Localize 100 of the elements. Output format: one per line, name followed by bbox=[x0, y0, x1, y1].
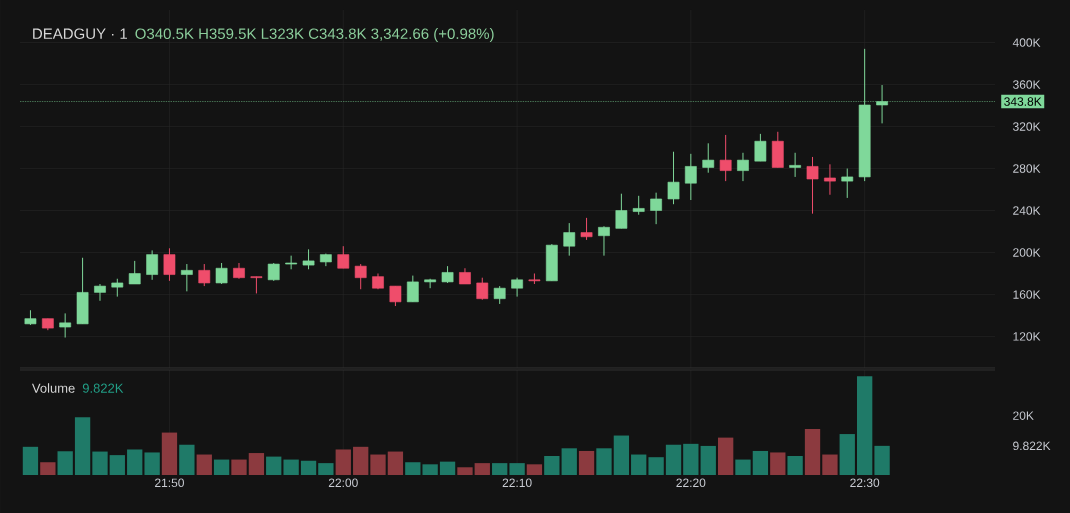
bar bbox=[613, 435, 630, 475]
candlestick bbox=[650, 192, 662, 225]
bar bbox=[300, 460, 317, 475]
bar bbox=[492, 463, 508, 475]
x-tick-label: 22:30 bbox=[850, 478, 880, 488]
candlestick bbox=[406, 275, 419, 303]
candlestick bbox=[146, 249, 158, 281]
annotation: 9.822K bbox=[82, 383, 124, 393]
candlestick bbox=[528, 273, 541, 285]
bar bbox=[457, 467, 473, 475]
candlestick bbox=[94, 283, 106, 302]
candlestick bbox=[285, 255, 298, 270]
y-tick-label: 120K bbox=[1013, 332, 1041, 341]
candlestick bbox=[424, 278, 437, 289]
x-tick-label: 22:20 bbox=[676, 478, 706, 488]
candlestick bbox=[737, 152, 749, 182]
bar bbox=[109, 455, 125, 475]
bar bbox=[22, 446, 39, 475]
candlestick bbox=[59, 312, 72, 339]
bar bbox=[439, 461, 456, 475]
x-tick-label: 22:00 bbox=[328, 478, 358, 488]
y-tick-label: 200K bbox=[1013, 248, 1041, 257]
bar bbox=[213, 459, 230, 475]
bar bbox=[787, 456, 803, 475]
annotation: O340.5K H359.5K L323K C343.8K 3,342.66 (+0.98%) bbox=[135, 28, 494, 42]
y-tick-label: 280K bbox=[1013, 164, 1041, 173]
bar bbox=[665, 444, 682, 475]
bar bbox=[179, 444, 195, 475]
bar bbox=[648, 457, 664, 475]
bar bbox=[561, 448, 577, 475]
y-tick-label: 160K bbox=[1013, 290, 1041, 299]
bar bbox=[596, 448, 612, 475]
bar bbox=[718, 437, 734, 475]
bar bbox=[283, 459, 299, 475]
y-tick-label: 320K bbox=[1013, 122, 1041, 131]
y-tick-label: 360K bbox=[1013, 80, 1041, 89]
bar bbox=[631, 454, 647, 475]
candlestick bbox=[719, 134, 732, 182]
x-tick-label: 21:50 bbox=[155, 478, 184, 488]
bar bbox=[196, 454, 212, 475]
bar bbox=[266, 456, 282, 475]
bar bbox=[735, 459, 751, 475]
ref-line-label: 343.8K bbox=[1004, 97, 1042, 106]
bar bbox=[57, 451, 73, 475]
bar bbox=[474, 463, 490, 475]
candlestick bbox=[841, 168, 854, 199]
candlestick bbox=[580, 217, 593, 241]
bar bbox=[544, 456, 560, 475]
bar bbox=[248, 453, 265, 475]
candlestick bbox=[302, 248, 315, 270]
bar bbox=[318, 463, 334, 475]
bar bbox=[822, 454, 838, 475]
candlestick bbox=[476, 277, 489, 301]
bar bbox=[74, 417, 91, 475]
x-tick-label: 22:10 bbox=[502, 478, 532, 488]
bar bbox=[127, 449, 143, 475]
bar bbox=[92, 451, 108, 475]
candlestick bbox=[632, 195, 645, 216]
candlestick bbox=[615, 193, 628, 229]
candlestick bbox=[667, 151, 680, 205]
candlestick bbox=[824, 163, 836, 196]
bar bbox=[509, 463, 525, 475]
text: Volume bbox=[31, 383, 75, 393]
bar bbox=[526, 464, 543, 475]
candlestick bbox=[389, 285, 402, 307]
y-tick-label: 9.822K bbox=[1013, 441, 1051, 451]
bar bbox=[578, 450, 595, 475]
candlestick bbox=[163, 247, 176, 282]
candlestick bbox=[354, 263, 367, 290]
bar bbox=[770, 452, 786, 475]
candlestick bbox=[198, 263, 211, 287]
bar bbox=[144, 452, 160, 475]
candlestick bbox=[789, 152, 801, 178]
bar bbox=[405, 462, 421, 475]
bar bbox=[874, 445, 890, 475]
candlestick bbox=[806, 156, 819, 215]
candlestick bbox=[337, 245, 350, 269]
candlestick bbox=[598, 225, 610, 257]
candlestick bbox=[702, 142, 715, 174]
bar bbox=[804, 429, 821, 475]
candlestick bbox=[563, 222, 576, 257]
bar bbox=[370, 454, 386, 475]
candlestick bbox=[180, 263, 193, 292]
bar bbox=[161, 432, 178, 475]
bar bbox=[387, 451, 404, 475]
bar bbox=[335, 449, 351, 475]
bar bbox=[40, 462, 56, 475]
bar bbox=[683, 443, 699, 475]
text: DEADGUY · 1 bbox=[33, 28, 128, 40]
candlestick bbox=[754, 133, 767, 162]
candlestick bbox=[511, 277, 523, 298]
y-tick-label: 20K bbox=[1013, 411, 1034, 420]
y-tick-label: 400K bbox=[1012, 38, 1041, 47]
candlestick bbox=[128, 260, 141, 285]
bar bbox=[353, 446, 369, 475]
bar bbox=[752, 450, 769, 475]
bar bbox=[839, 434, 855, 475]
bar bbox=[857, 376, 873, 475]
bar bbox=[700, 445, 716, 475]
y-tick-label: 240K bbox=[1013, 206, 1041, 215]
